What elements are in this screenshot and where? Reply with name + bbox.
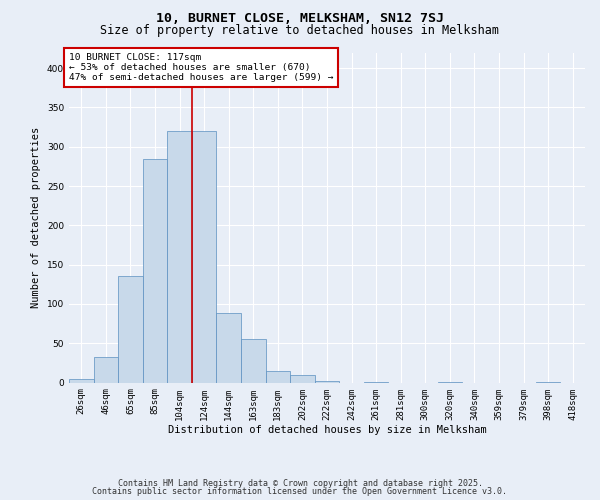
Bar bbox=[69, 378, 94, 382]
Text: Contains HM Land Registry data © Crown copyright and database right 2025.: Contains HM Land Registry data © Crown c… bbox=[118, 478, 482, 488]
Bar bbox=[118, 276, 143, 382]
Y-axis label: Number of detached properties: Number of detached properties bbox=[31, 127, 41, 308]
Text: 10, BURNET CLOSE, MELKSHAM, SN12 7SJ: 10, BURNET CLOSE, MELKSHAM, SN12 7SJ bbox=[156, 12, 444, 26]
Bar bbox=[290, 376, 315, 382]
Bar bbox=[315, 381, 339, 382]
Bar bbox=[143, 158, 167, 382]
X-axis label: Distribution of detached houses by size in Melksham: Distribution of detached houses by size … bbox=[167, 425, 487, 435]
Bar bbox=[167, 131, 192, 382]
Text: Contains public sector information licensed under the Open Government Licence v3: Contains public sector information licen… bbox=[92, 487, 508, 496]
Bar bbox=[192, 131, 217, 382]
Bar bbox=[241, 338, 266, 382]
Bar bbox=[94, 356, 118, 382]
Text: Size of property relative to detached houses in Melksham: Size of property relative to detached ho… bbox=[101, 24, 499, 37]
Text: 10 BURNET CLOSE: 117sqm
← 53% of detached houses are smaller (670)
47% of semi-d: 10 BURNET CLOSE: 117sqm ← 53% of detache… bbox=[69, 52, 334, 82]
Bar bbox=[266, 370, 290, 382]
Bar bbox=[217, 314, 241, 382]
